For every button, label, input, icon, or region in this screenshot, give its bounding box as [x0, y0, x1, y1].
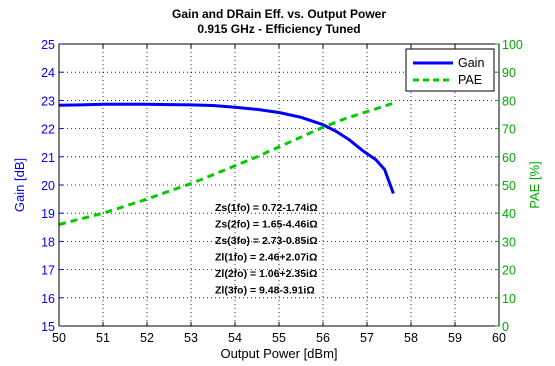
- y-tick-label-right: 40: [502, 207, 516, 221]
- legend: Gain PAE: [405, 48, 495, 92]
- y-tick-label-left: 20: [41, 179, 55, 193]
- y-tick-label-left: 22: [41, 123, 55, 137]
- x-tick-label: 51: [96, 331, 110, 345]
- impedance-annotation: Zl(1fo) = 2.46+2.07iΩ: [215, 252, 317, 264]
- y-tick-label-right: 50: [502, 179, 516, 193]
- chart-subtitle: 0.915 GHz - Efficiency Tuned: [197, 22, 360, 36]
- x-tick-label: 57: [360, 331, 374, 345]
- y-tick-label-left: 24: [41, 66, 55, 80]
- y-tick-label-right: 80: [502, 94, 516, 108]
- x-tick-label: 50: [52, 331, 66, 345]
- x-tick-label: 53: [184, 331, 198, 345]
- y-axis-label-left: Gain [dB]: [12, 158, 27, 212]
- y-tick-label-left: 18: [41, 235, 55, 249]
- x-tick-label: 58: [404, 331, 418, 345]
- x-tick-label: 60: [492, 331, 506, 345]
- legend-gain-label: Gain: [458, 56, 484, 70]
- y-tick-label-right: 30: [502, 235, 516, 249]
- y-tick-label-right: 90: [502, 66, 516, 80]
- series-pae-line: [58, 101, 394, 226]
- impedance-annotation: Zs(2fo) = 1.65-4.46iΩ: [215, 219, 318, 231]
- y-tick-label-left: 17: [41, 264, 55, 278]
- y-tick-label-right: 100: [502, 38, 523, 52]
- x-tick-label: 56: [316, 331, 330, 345]
- x-tick-label: 59: [448, 331, 462, 345]
- series-gain-line: [58, 102, 395, 195]
- y-tick-label-right: 0: [502, 320, 509, 334]
- legend-box: [405, 48, 495, 92]
- impedance-annotation: Zs(1fo) = 0.72-1.74iΩ: [215, 202, 318, 214]
- ticks: 50 51 52 53 54 55 56 57 58 59 60 15 16 17 18 19 20 21 22 23…: [41, 38, 523, 345]
- y-tick-label-left: 16: [41, 292, 55, 306]
- impedance-annotation: Zl(3fo) = 9.48-3.91iΩ: [215, 285, 315, 297]
- impedance-annotation: Zl(2fo) = 1.06+2.35iΩ: [215, 268, 317, 280]
- chart-title: Gain and DRain Eff. vs. Output Power: [172, 7, 386, 21]
- series-layer: [58, 101, 395, 226]
- y-tick-label-left: 15: [41, 320, 55, 334]
- x-tick-label: 52: [140, 331, 154, 345]
- legend-pae-label: PAE: [458, 73, 482, 87]
- x-tick-label: 55: [272, 331, 286, 345]
- y-axis-label-right: PAE [%]: [527, 161, 542, 208]
- annotations: Zs(1fo) = 0.72-1.74iΩ Zs(2fo) = 1.65-4.46…: [215, 202, 318, 297]
- impedance-annotation: Zs(3fo) = 2.73-0.85iΩ: [215, 235, 318, 247]
- grid: [59, 44, 499, 326]
- y-tick-label-right: 60: [502, 151, 516, 165]
- y-tick-label-right: 20: [502, 264, 516, 278]
- y-tick-label-left: 25: [41, 38, 55, 52]
- y-tick-label-left: 21: [41, 151, 55, 165]
- x-axis-label: Output Power [dBm]: [220, 346, 337, 361]
- y-tick-label-left: 23: [41, 94, 55, 108]
- y-tick-label-right: 70: [502, 123, 516, 137]
- y-tick-label-left: 19: [41, 207, 55, 221]
- y-tick-label-right: 10: [502, 292, 516, 306]
- x-tick-label: 54: [228, 331, 242, 345]
